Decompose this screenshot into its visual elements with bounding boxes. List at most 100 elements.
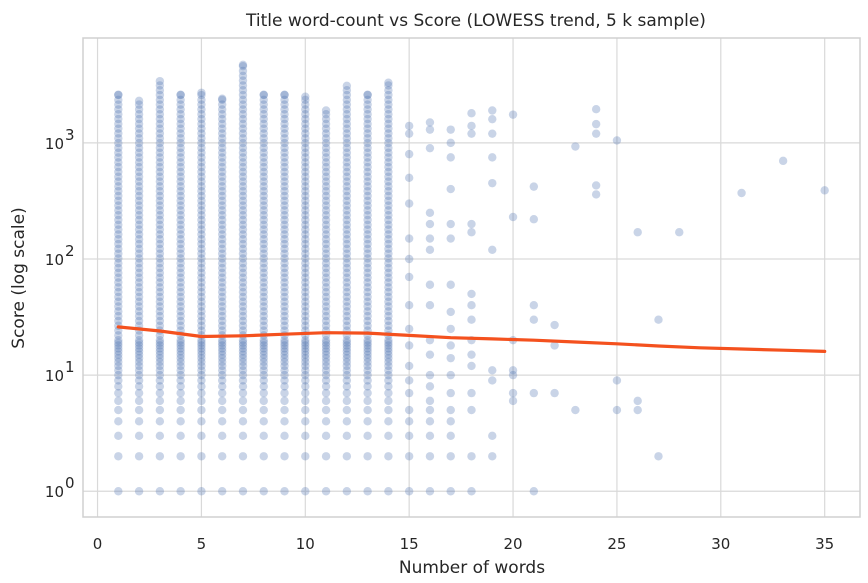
scatter-point — [197, 244, 206, 254]
scatter-point — [384, 396, 393, 406]
scatter-point — [197, 129, 206, 138]
scatter-point — [321, 259, 331, 268]
scatter-point — [280, 129, 289, 138]
scatter-point — [238, 297, 248, 306]
scatter-point — [217, 225, 227, 234]
scatter-point — [259, 311, 268, 321]
scatter-point — [301, 244, 310, 254]
scatter-point — [342, 95, 352, 105]
scatter-point — [114, 129, 123, 138]
scatter-point — [280, 405, 289, 415]
scatter-point — [467, 228, 476, 237]
scatter-point — [425, 417, 435, 426]
scatter-point — [259, 263, 268, 273]
scatter-point — [134, 338, 144, 347]
scatter-point — [238, 225, 248, 234]
scatter-point — [134, 341, 144, 350]
scatter-point — [217, 321, 227, 330]
scatter-point — [280, 311, 289, 321]
scatter-point — [114, 148, 123, 157]
scatter-point — [197, 119, 206, 129]
scatter-point — [114, 287, 123, 297]
scatter-point — [508, 212, 518, 222]
scatter-point — [114, 172, 123, 181]
scatter-point — [384, 405, 393, 415]
scatter-point — [114, 244, 123, 254]
scatter-point — [280, 273, 289, 282]
scatter-point — [321, 220, 331, 229]
scatter-point — [197, 452, 206, 461]
scatter-point — [238, 158, 248, 167]
scatter-point — [134, 311, 144, 321]
scatter-point — [820, 186, 829, 195]
scatter-point — [217, 431, 227, 441]
scatter-point — [342, 86, 352, 95]
scatter-point — [321, 361, 331, 371]
scatter-point — [197, 134, 206, 143]
scatter-point — [259, 153, 268, 162]
scatter-point — [197, 114, 206, 124]
scatter-point — [321, 268, 331, 278]
scatter-point — [342, 210, 352, 220]
scatter-point — [446, 487, 455, 496]
scatter-point — [363, 110, 372, 119]
scatter-point — [114, 138, 123, 148]
scatter-point — [446, 452, 455, 461]
scatter-point — [363, 114, 372, 124]
scatter-point — [384, 254, 393, 263]
scatter-point — [114, 335, 123, 345]
scatter-point — [134, 186, 144, 196]
scatter-point — [467, 219, 476, 229]
scatter-point — [301, 110, 310, 119]
scatter-point — [238, 129, 248, 138]
scatter-point — [176, 153, 185, 162]
scatter-point — [238, 396, 248, 406]
scatter-point — [197, 283, 206, 292]
scatter-point — [155, 431, 165, 441]
scatter-point — [301, 191, 310, 201]
scatter-point — [134, 316, 144, 326]
scatter-point — [134, 235, 144, 244]
scatter-point — [238, 335, 248, 345]
scatter-point — [176, 182, 185, 191]
scatter-point — [176, 347, 185, 356]
scatter-point — [446, 405, 455, 415]
scatter-point — [217, 338, 227, 347]
scatter-point — [197, 239, 206, 249]
scatter-point — [134, 191, 144, 201]
scatter-point — [404, 149, 414, 159]
scatter-point — [675, 228, 684, 237]
scatter-point — [114, 90, 123, 99]
scatter-point — [321, 417, 331, 426]
scatter-point — [155, 230, 165, 239]
scatter-point — [342, 366, 352, 375]
scatter-point — [217, 177, 227, 186]
scatter-point — [280, 278, 289, 287]
scatter-point — [280, 172, 289, 181]
scatter-point — [238, 71, 248, 80]
scatter-point — [404, 431, 414, 441]
scatter-point — [259, 148, 268, 157]
scatter-point — [114, 278, 123, 287]
scatter-point — [259, 225, 268, 234]
scatter-point — [488, 106, 497, 115]
scatter-point — [425, 234, 435, 243]
x-tick-label: 35 — [815, 535, 834, 553]
scatter-point — [217, 417, 227, 426]
scatter-point — [363, 287, 372, 297]
scatter-point — [217, 148, 227, 157]
scatter-point — [321, 405, 331, 415]
scatter-point — [571, 142, 580, 151]
scatter-point — [321, 119, 331, 129]
scatter-point — [176, 244, 185, 254]
scatter-point — [197, 201, 206, 210]
scatter-point — [384, 134, 393, 143]
scatter-point — [176, 341, 185, 350]
scatter-point — [321, 162, 331, 172]
scatter-point — [114, 361, 123, 371]
scatter-point — [384, 172, 393, 181]
scatter-point — [238, 124, 248, 133]
scatter-point — [467, 452, 476, 461]
scatter-point — [280, 124, 289, 133]
scatter-point — [280, 357, 289, 367]
